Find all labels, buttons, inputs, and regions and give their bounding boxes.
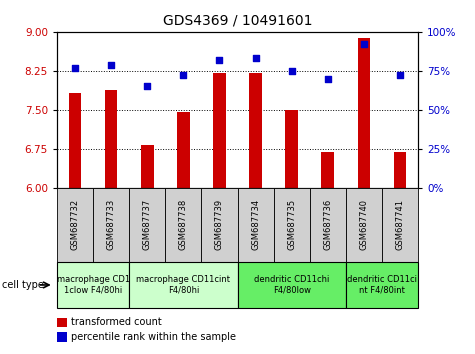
Bar: [249, 73, 262, 188]
Text: macrophage CD11cint
F4/80hi: macrophage CD11cint F4/80hi: [136, 275, 230, 295]
Bar: [57, 262, 129, 308]
Text: GSM687734: GSM687734: [251, 199, 260, 250]
Bar: [213, 73, 226, 188]
Text: percentile rank within the sample: percentile rank within the sample: [71, 332, 236, 342]
Bar: [346, 262, 418, 308]
Bar: [358, 38, 370, 188]
Text: GSM687736: GSM687736: [323, 199, 332, 250]
Title: GDS4369 / 10491601: GDS4369 / 10491601: [163, 14, 312, 28]
Point: [180, 73, 187, 78]
Bar: [346, 188, 382, 262]
Bar: [394, 152, 406, 188]
Point: [396, 73, 404, 78]
Bar: [274, 188, 310, 262]
Point: [107, 62, 115, 67]
Bar: [93, 188, 129, 262]
Point: [71, 65, 79, 70]
Point: [216, 57, 223, 63]
Bar: [57, 188, 93, 262]
Bar: [310, 188, 346, 262]
Text: GSM687739: GSM687739: [215, 199, 224, 250]
Bar: [238, 262, 346, 308]
Text: cell type: cell type: [2, 280, 44, 290]
Text: dendritic CD11chi
F4/80low: dendritic CD11chi F4/80low: [254, 275, 329, 295]
Bar: [165, 188, 201, 262]
Bar: [129, 262, 238, 308]
Text: GSM687738: GSM687738: [179, 199, 188, 250]
Point: [252, 56, 259, 61]
Text: dendritic CD11ci
nt F4/80int: dendritic CD11ci nt F4/80int: [347, 275, 417, 295]
Bar: [201, 188, 238, 262]
Text: GSM687732: GSM687732: [71, 199, 79, 250]
Text: GSM687740: GSM687740: [360, 199, 368, 250]
Text: GSM687741: GSM687741: [396, 199, 404, 250]
Point: [288, 68, 295, 74]
Text: macrophage CD1
1clow F4/80hi: macrophage CD1 1clow F4/80hi: [57, 275, 130, 295]
Point: [360, 41, 368, 47]
Text: transformed count: transformed count: [71, 318, 162, 327]
Text: GSM687733: GSM687733: [107, 199, 115, 250]
Bar: [69, 93, 81, 188]
Bar: [238, 188, 274, 262]
Bar: [382, 188, 418, 262]
Bar: [141, 145, 153, 188]
Text: GSM687735: GSM687735: [287, 199, 296, 250]
Bar: [177, 112, 190, 188]
Point: [324, 76, 332, 81]
Bar: [322, 152, 334, 188]
Bar: [105, 90, 117, 188]
Bar: [285, 110, 298, 188]
Point: [143, 84, 151, 89]
Text: GSM687737: GSM687737: [143, 199, 152, 250]
Bar: [129, 188, 165, 262]
